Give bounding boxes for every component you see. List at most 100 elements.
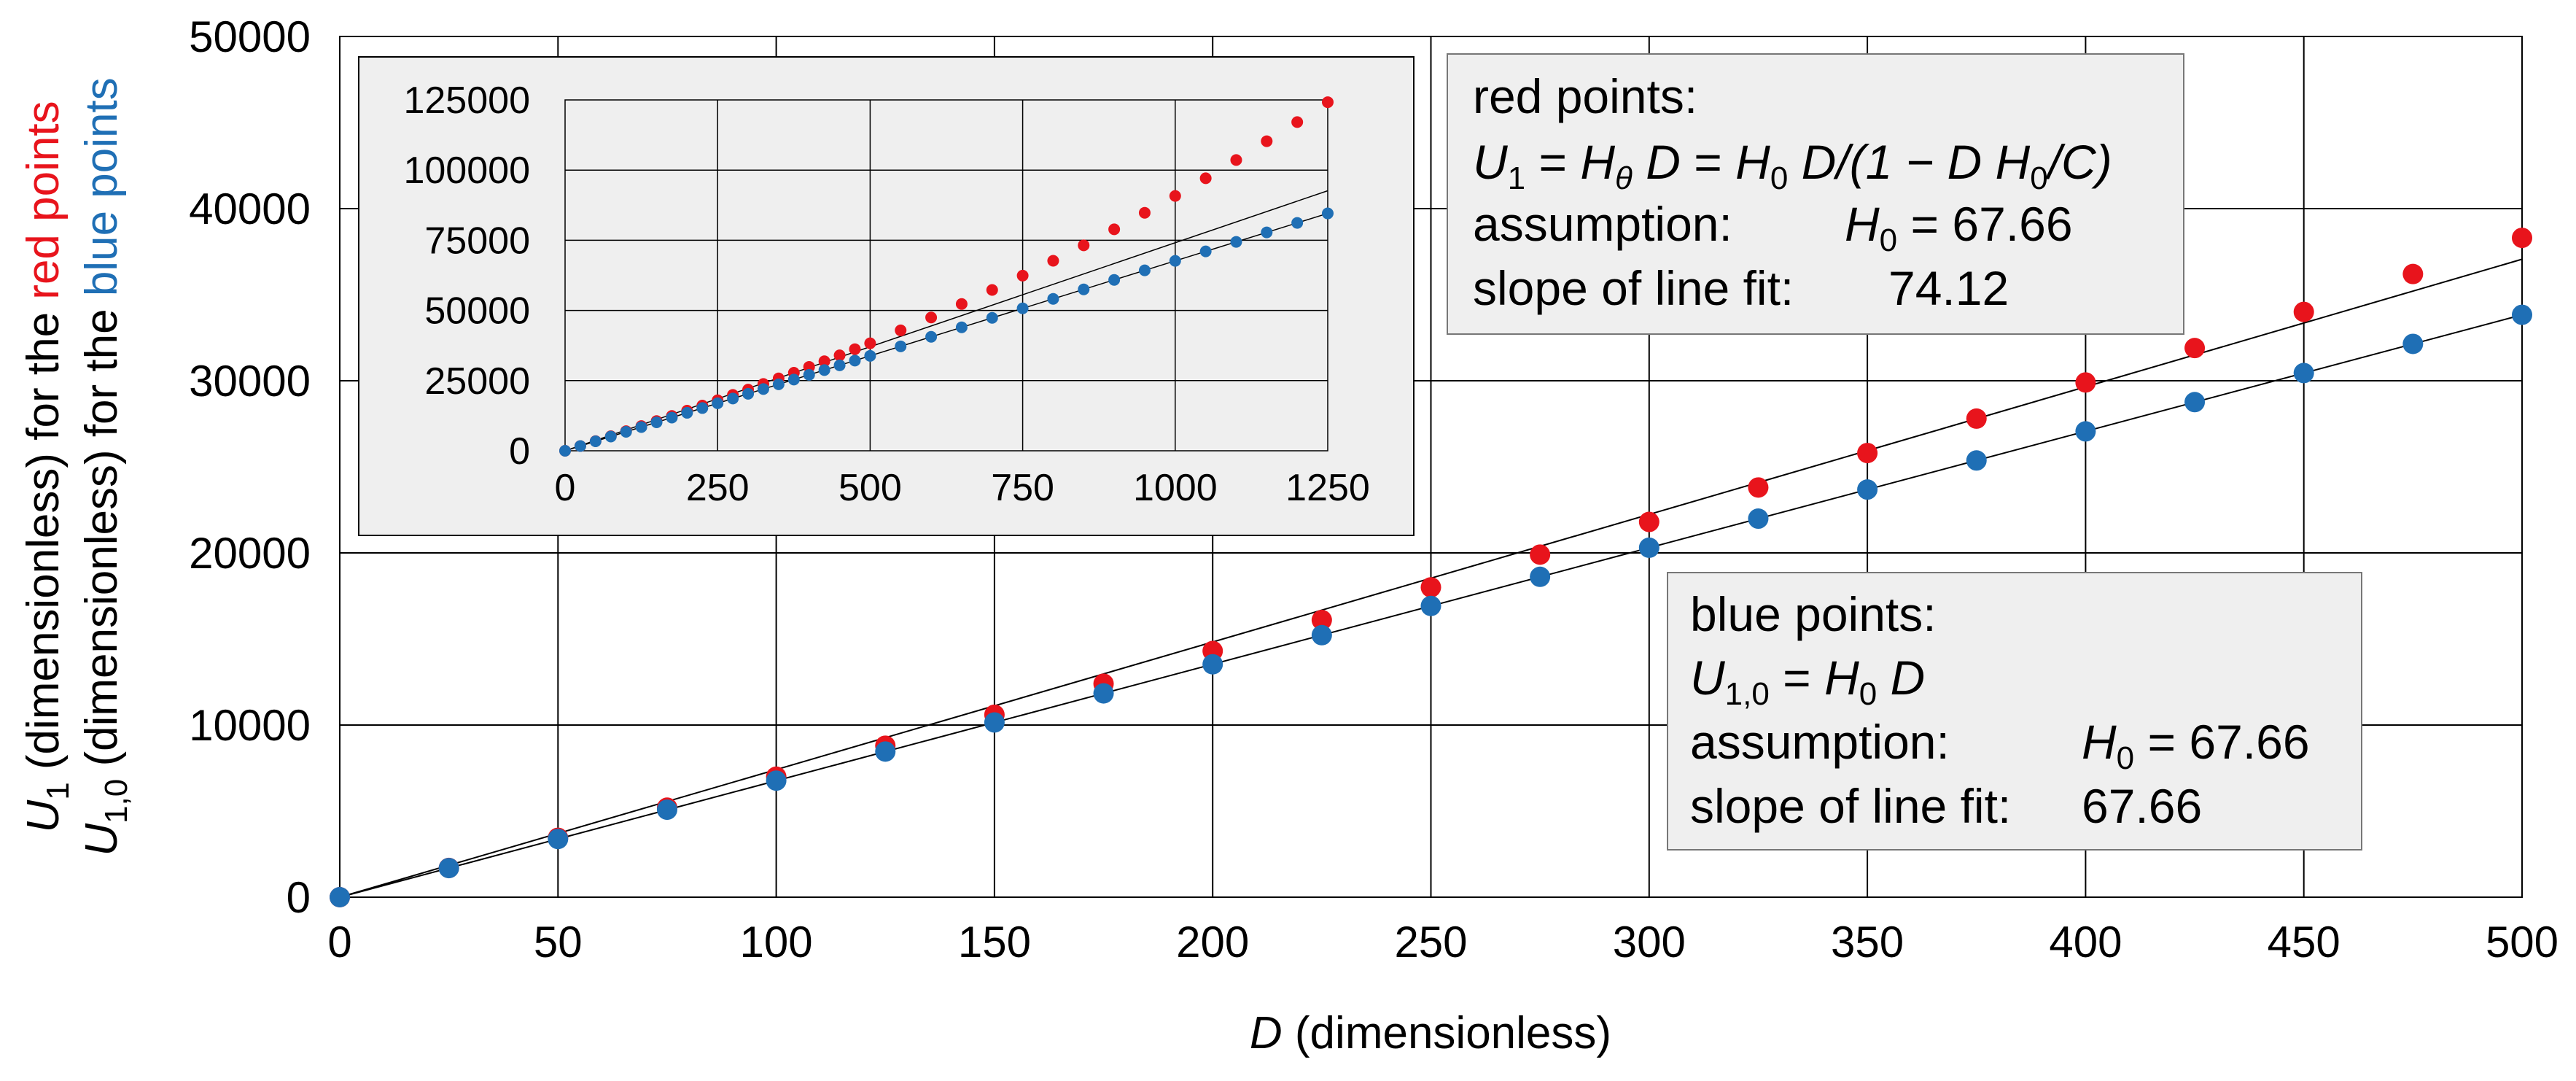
red-data-point — [1530, 544, 1551, 565]
y-tick-label: 75000 — [424, 220, 530, 262]
blue-data-point — [666, 411, 678, 424]
main-x-tick-labels: 0 50 100 150 200 250 300 350 400 450 500 — [327, 918, 2559, 966]
blue-box-slope-label: slope of line fit: — [1690, 779, 2011, 833]
blue-data-point — [2075, 421, 2096, 442]
red-data-point — [1261, 135, 1273, 147]
blue-data-point — [955, 321, 968, 333]
y-axis-label-red: U1 (dimensionless) for the red points — [18, 101, 76, 832]
red-box-assumption-label: assumption: — [1473, 197, 1732, 251]
blue-data-point — [803, 368, 815, 381]
x-tick-label: 450 — [2268, 918, 2340, 966]
blue-data-point — [986, 311, 998, 324]
blue-data-point — [757, 383, 769, 395]
x-axis-label: D (dimensionless) — [1250, 1008, 1611, 1058]
blue-data-point — [875, 741, 896, 762]
red-data-point — [803, 360, 815, 373]
blue-data-point — [1322, 207, 1334, 220]
red-data-point — [1291, 116, 1304, 128]
fit-line-red — [564, 190, 1328, 452]
red-data-point — [925, 311, 938, 324]
x-tick-label: 400 — [2049, 918, 2122, 966]
blue-data-point — [650, 416, 663, 428]
blue-data-point — [330, 887, 350, 907]
red-data-point — [1748, 477, 1769, 498]
y-tick-label: 20000 — [189, 529, 311, 578]
blue-data-point — [2402, 333, 2424, 354]
blue-box-formula: U1,0 = H0 D — [1690, 651, 1925, 712]
blue-data-point — [1016, 302, 1029, 314]
blue-data-point — [742, 387, 755, 400]
blue-data-point — [635, 421, 647, 433]
blue-data-point — [1047, 292, 1059, 305]
x-tick-label: 0 — [327, 918, 351, 966]
blue-data-point — [1078, 283, 1090, 295]
blue-data-point — [1230, 236, 1242, 248]
blue-data-point — [559, 445, 571, 457]
x-tick-label: 0 — [555, 467, 576, 509]
red-data-point — [864, 337, 876, 349]
blue-data-point — [1291, 217, 1304, 229]
blue-box-title: blue points: — [1690, 587, 1937, 641]
red-data-point — [2512, 228, 2532, 249]
x-tick-label: 300 — [1613, 918, 1686, 966]
blue-data-point — [984, 712, 1005, 733]
red-data-point — [1638, 511, 1659, 532]
blue-data-point — [833, 359, 846, 371]
x-tick-label: 100 — [740, 918, 813, 966]
blue-data-point — [2512, 304, 2532, 325]
red-points-info-box: red points: U1 = Hθ D = H0 D/(1 − D H0/C… — [1447, 53, 2184, 335]
main-data-points — [330, 228, 2532, 907]
red-data-point — [1047, 255, 1059, 267]
x-tick-label: 200 — [1176, 918, 1249, 966]
blue-data-point — [438, 858, 459, 879]
blue-data-point — [787, 373, 800, 386]
x-tick-label: 750 — [991, 467, 1054, 509]
y-tick-label: 100000 — [403, 150, 530, 192]
red-data-point — [1966, 408, 1987, 429]
red-data-point — [1016, 269, 1029, 282]
blue-data-point — [696, 402, 709, 414]
red-box-background — [1447, 53, 2184, 335]
x-tick-label: 50 — [534, 918, 583, 966]
red-data-point — [1078, 239, 1090, 252]
blue-data-point — [925, 330, 938, 343]
blue-data-point — [849, 354, 861, 367]
blue-box-background — [1667, 572, 2362, 851]
red-box-assumption-value: H0 = 67.66 — [1845, 197, 2073, 258]
red-data-point — [986, 284, 998, 296]
x-tick-label: 250 — [686, 467, 750, 509]
red-data-point — [833, 349, 846, 362]
red-data-point — [1169, 190, 1181, 202]
y-tick-label: 40000 — [189, 185, 311, 233]
blue-data-point — [574, 440, 586, 452]
blue-data-point — [1748, 508, 1769, 530]
y-tick-label: 10000 — [189, 701, 311, 750]
blue-data-point — [1530, 566, 1551, 587]
blue-data-point — [818, 364, 830, 376]
y-tick-label: 0 — [509, 430, 530, 473]
blue-data-point — [712, 397, 724, 409]
red-box-slope-value: 74.12 — [1888, 261, 2009, 315]
blue-data-point — [772, 378, 785, 390]
red-data-point — [1199, 172, 1212, 185]
y-tick-label: 50000 — [424, 290, 530, 333]
red-data-point — [1420, 577, 1441, 598]
y-tick-label: 50000 — [189, 12, 311, 61]
y-tick-label: 0 — [287, 873, 311, 922]
blue-data-point — [1199, 245, 1212, 257]
x-tick-label: 1000 — [1133, 467, 1218, 509]
x-tick-label: 500 — [2486, 918, 2559, 966]
y-axis-label-blue: U1,0 (dimensionless) for the blue points — [77, 77, 134, 856]
blue-data-point — [656, 799, 677, 821]
blue-data-point — [1108, 274, 1121, 286]
inset-x-tick-labels: 0 250 500 750 1000 1250 — [555, 467, 1370, 509]
blue-box-assumption-value: H0 = 67.66 — [2082, 715, 2310, 776]
red-data-point — [1230, 154, 1242, 166]
blue-data-point — [2184, 392, 2206, 413]
red-data-point — [1138, 206, 1151, 219]
x-tick-label: 1250 — [1285, 467, 1370, 509]
blue-data-point — [620, 425, 632, 438]
blue-points-info-box: blue points: U1,0 = H0 D assumption: H0 … — [1667, 572, 2362, 851]
blue-data-point — [548, 829, 569, 850]
blue-data-point — [1093, 683, 1114, 704]
